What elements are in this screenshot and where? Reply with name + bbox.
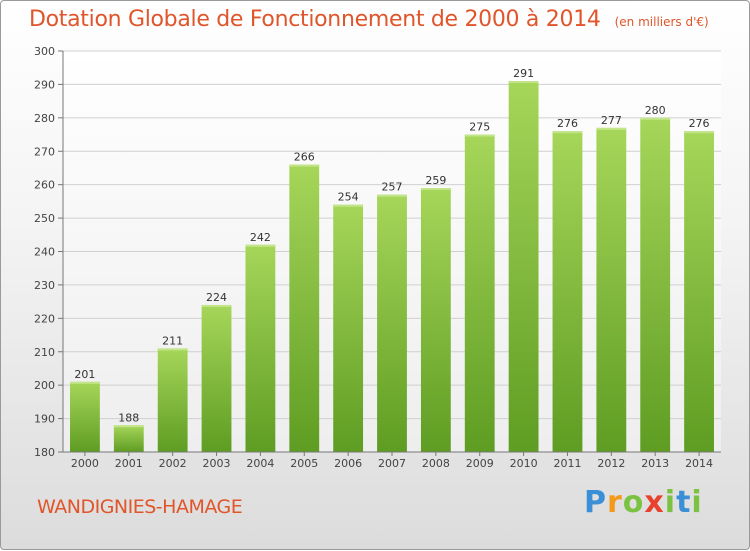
data-label: 211	[162, 334, 183, 347]
y-tick-label: 260	[34, 179, 55, 192]
y-tick-label: 220	[34, 312, 55, 325]
commune-name: WANDIGNIES-HAMAGE	[37, 496, 243, 518]
bar	[420, 188, 451, 452]
y-tick-label: 180	[34, 446, 55, 459]
data-label: 291	[513, 67, 534, 80]
x-tick-label: 2008	[422, 457, 450, 470]
bar	[157, 348, 188, 452]
y-tick-label: 200	[34, 379, 55, 392]
x-tick-label: 2009	[466, 457, 494, 470]
unit-note: (en milliers d'€)	[614, 15, 709, 29]
x-tick-label: 2011	[553, 457, 581, 470]
y-tick-label: 280	[34, 112, 55, 125]
bar	[552, 131, 583, 452]
y-tick-label: 290	[34, 78, 55, 91]
bar	[508, 81, 539, 452]
y-tick-label: 240	[34, 246, 55, 259]
y-axis: 180 190 200 210 220 230 240 250 260 270 280 290 300	[34, 45, 64, 459]
bar-highlight	[245, 244, 276, 247]
x-tick-label: 2007	[378, 457, 406, 470]
data-label: 280	[645, 104, 666, 117]
bar	[464, 134, 495, 452]
bar	[640, 117, 671, 452]
y-tick-label: 250	[34, 212, 55, 225]
data-label: 242	[250, 231, 271, 244]
y-tick-label: 190	[34, 413, 55, 426]
bar-highlight	[508, 81, 539, 84]
data-label: 276	[689, 117, 710, 130]
x-tick-label: 2013	[641, 457, 669, 470]
data-label: 201	[74, 368, 95, 381]
x-tick-label: 2002	[159, 457, 187, 470]
y-tick-label: 210	[34, 346, 55, 359]
title-text: Dotation Globale de Fonctionnement de 20…	[29, 7, 601, 32]
value-labels: 201 188 211 224 242 266 254 257 259 275 291 276 277 2…	[74, 67, 709, 424]
bar-highlight	[289, 164, 320, 167]
x-tick-label: 2012	[597, 457, 625, 470]
bar-highlight	[420, 188, 451, 191]
x-tick-label: 2003	[203, 457, 231, 470]
x-tick-label: 2010	[510, 457, 538, 470]
bar	[201, 304, 232, 452]
data-label: 224	[206, 291, 227, 304]
proxiti-logo: Proxiti	[584, 485, 703, 520]
bar-highlight	[684, 131, 714, 134]
bar-highlight	[201, 304, 232, 307]
data-label: 257	[382, 181, 403, 194]
data-label: 259	[425, 174, 446, 187]
bar	[596, 127, 627, 452]
bar	[684, 131, 714, 452]
x-tick-label: 2000	[71, 457, 99, 470]
x-tick-label: 2005	[290, 457, 318, 470]
data-label: 254	[338, 191, 359, 204]
bar-highlight	[70, 381, 100, 384]
x-tick-label: 2001	[115, 457, 143, 470]
bar-highlight	[464, 134, 495, 137]
chart-title: Dotation Globale de Fonctionnement de 20…	[29, 7, 709, 32]
bar	[377, 194, 407, 453]
bar	[70, 381, 100, 452]
bars	[70, 81, 714, 453]
bar-highlight	[640, 117, 671, 120]
x-tick-label: 2014	[685, 457, 713, 470]
x-tick-label: 2004	[246, 457, 274, 470]
bar	[245, 244, 276, 452]
data-label: 188	[118, 411, 139, 424]
data-label: 276	[557, 117, 578, 130]
data-label: 277	[601, 114, 622, 127]
data-label: 275	[469, 121, 490, 134]
bar-highlight	[552, 131, 583, 134]
y-tick-label: 300	[34, 45, 55, 58]
bar	[113, 425, 144, 452]
data-label: 266	[294, 151, 315, 164]
bar-highlight	[596, 127, 627, 130]
x-tick-label: 2006	[334, 457, 362, 470]
bar-highlight	[113, 425, 144, 428]
bar	[289, 164, 320, 452]
bar-highlight	[333, 204, 364, 207]
x-axis: 2000 2001 2002 2003 2004 2005 2006 2007 2008 2009…	[63, 451, 721, 470]
bar-highlight	[377, 194, 407, 197]
bar-highlight	[157, 348, 188, 351]
y-tick-label: 230	[34, 279, 55, 292]
y-tick-label: 270	[34, 145, 55, 158]
bar	[333, 204, 364, 452]
